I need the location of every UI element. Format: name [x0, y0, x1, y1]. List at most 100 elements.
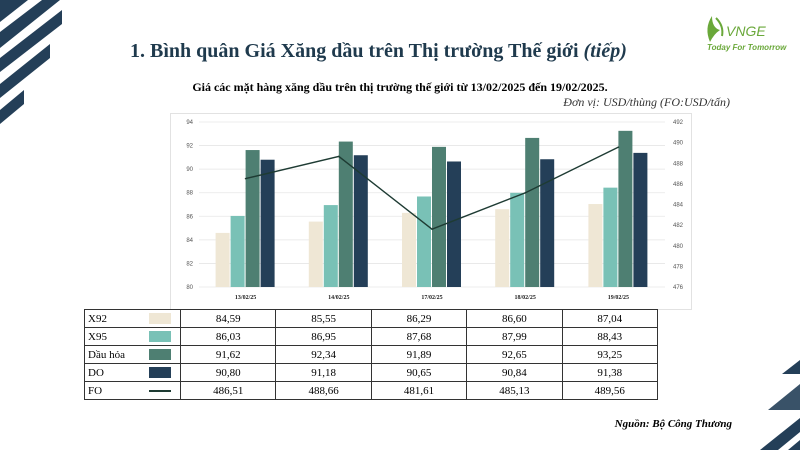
- bar-do-4: [633, 152, 648, 287]
- page-title: 1. Bình quân Giá Xăng dầu trên Thị trườn…: [130, 40, 690, 63]
- left-axis-tick-label: 84: [186, 238, 193, 244]
- bar-do-3: [540, 159, 555, 287]
- table-cell: 86,03: [179, 327, 277, 346]
- line-fo-point-2: [431, 228, 433, 230]
- legend-cell: X95: [84, 327, 181, 346]
- table-cell: 86,95: [275, 327, 372, 346]
- category-label: 17/02/25: [421, 295, 442, 301]
- table-row: X92 84,59 85,55 86,29 86,60 87,04: [84, 309, 659, 328]
- line-fo-point-4: [617, 146, 620, 148]
- table-cell: 485,13: [466, 381, 563, 400]
- left-axis-tick-label: 86: [186, 214, 193, 220]
- left-axis-tick-label: 80: [186, 285, 193, 291]
- right-axis-tick-label: 488: [673, 161, 684, 167]
- bar-x95-1: [323, 205, 338, 287]
- table-cell: 91,18: [275, 363, 372, 382]
- bar-do-0: [260, 159, 275, 287]
- chart-subtitle: Giá các mặt hàng xăng dầu trên thị trườn…: [192, 80, 608, 94]
- table-cell: 87,68: [370, 327, 468, 346]
- bar-dau_hoa-1: [338, 141, 353, 287]
- table-cell: 87,04: [561, 309, 659, 328]
- table-cell: 90,84: [466, 363, 563, 382]
- vnge-logo: VNGE: [707, 16, 766, 42]
- table-cell: 86,29: [370, 309, 468, 328]
- table-cell: 90,80: [179, 363, 277, 382]
- page-title-suffix: (tiếp): [583, 40, 627, 62]
- bar-x92-1: [308, 221, 323, 287]
- table-cell: 84,59: [179, 309, 277, 328]
- right-axis-tick-label: 490: [673, 141, 684, 147]
- table-cell: 90,65: [370, 363, 468, 382]
- table-cell: 91,89: [370, 345, 468, 364]
- table-cell: 481,61: [370, 381, 468, 400]
- page-title-main: 1. Bình quân Giá Xăng dầu trên Thị trườn…: [130, 40, 579, 62]
- category-label: 14/02/25: [328, 295, 349, 301]
- category-label: 13/02/25: [235, 295, 256, 301]
- category-label: 19/02/25: [608, 295, 629, 301]
- right-axis-tick-label: 486: [673, 182, 684, 188]
- legend-cell: Dầu hỏa: [84, 345, 181, 364]
- right-axis-tick-label: 482: [673, 223, 684, 229]
- unit-label: Đơn vị: USD/thùng (FO:USD/tấn): [563, 95, 730, 109]
- legend-cell: DO: [84, 363, 181, 382]
- source-note: Nguồn: Bộ Công Thương: [614, 418, 732, 430]
- right-axis-tick-label: 484: [673, 203, 684, 209]
- bar-x92-2: [402, 212, 416, 287]
- corner-stripes-bottom-right: [760, 360, 800, 450]
- corner-stripes-top-left: [0, 0, 62, 124]
- line-fo-point-3: [524, 192, 526, 194]
- line-fo-point-0: [244, 177, 247, 180]
- series-name: X95: [88, 330, 107, 343]
- table-row: X95 86,03 86,95 87,68 87,99 88,43: [84, 327, 659, 346]
- legend-swatch: [149, 389, 171, 392]
- bar-x92-4: [588, 204, 603, 287]
- table-row: FO 486,51 488,66 481,61 485,13 489,56: [84, 381, 659, 400]
- bar-dau_hoa-2: [432, 146, 446, 287]
- bar-dau_hoa-4: [618, 130, 633, 287]
- logo-name: VNGE: [726, 23, 766, 39]
- table-cell: 85,55: [275, 309, 372, 328]
- series-name: Dầu hỏa: [88, 348, 125, 361]
- bar-x92-0: [215, 232, 230, 287]
- table-cell: 486,51: [179, 381, 277, 400]
- series-name: X92: [88, 312, 107, 325]
- legend-swatch: [149, 367, 171, 378]
- bar-x95-0: [230, 215, 245, 287]
- legend-swatch: [149, 313, 171, 324]
- bar-do-1: [353, 155, 368, 287]
- table-cell: 489,56: [561, 381, 659, 400]
- table-cell: 92,65: [466, 345, 563, 364]
- series-name: DO: [88, 366, 104, 379]
- table-cell: 88,43: [561, 327, 659, 346]
- right-axis-tick-label: 492: [673, 120, 684, 126]
- logo-tagline: Today For Tomorrow: [707, 43, 787, 52]
- legend-cell: FO: [84, 381, 181, 400]
- right-axis-tick-label: 480: [673, 244, 684, 250]
- line-fo-point-1: [338, 155, 340, 158]
- left-axis-tick-label: 88: [186, 191, 193, 197]
- table-cell: 91,62: [179, 345, 277, 364]
- combo-chart: 80 82 84 86 88 90 92 94 476 478 480 482 484 486 488 490…: [186, 120, 684, 301]
- chart-container: 80 82 84 86 88 90 92 94 476 478 480 482 484 486 488 490…: [170, 113, 692, 310]
- bar-do-2: [447, 161, 461, 287]
- right-axis-tick-label: 476: [673, 285, 684, 291]
- legend-swatch: [149, 349, 171, 360]
- table-cell: 92,34: [275, 345, 372, 364]
- bar-x95-3: [510, 192, 525, 287]
- legend-cell: X92: [84, 309, 181, 328]
- data-table-body: X92 84,59 85,55 86,29 86,60 87,04 X95 86,03 86,9…: [84, 309, 659, 400]
- left-axis-tick-label: 94: [186, 120, 193, 126]
- bar-dau_hoa-0: [245, 150, 260, 287]
- right-axis-tick-label: 478: [673, 264, 684, 270]
- bar-x92-3: [495, 209, 510, 287]
- table-cell: 488,66: [275, 381, 372, 400]
- data-table: X92 84,59 85,55 86,29 86,60 87,04 X95 86,03 86,9…: [84, 309, 659, 400]
- table-cell: 87,99: [466, 327, 563, 346]
- table-cell: 91,38: [561, 363, 659, 382]
- category-label: 18/02/25: [515, 295, 536, 301]
- left-axis-tick-label: 90: [186, 167, 193, 173]
- table-cell: 86,60: [466, 309, 563, 328]
- table-row: DO 90,80 91,18 90,65 90,84 91,38: [84, 363, 659, 382]
- left-axis-tick-label: 82: [186, 261, 193, 267]
- series-name: FO: [88, 384, 103, 397]
